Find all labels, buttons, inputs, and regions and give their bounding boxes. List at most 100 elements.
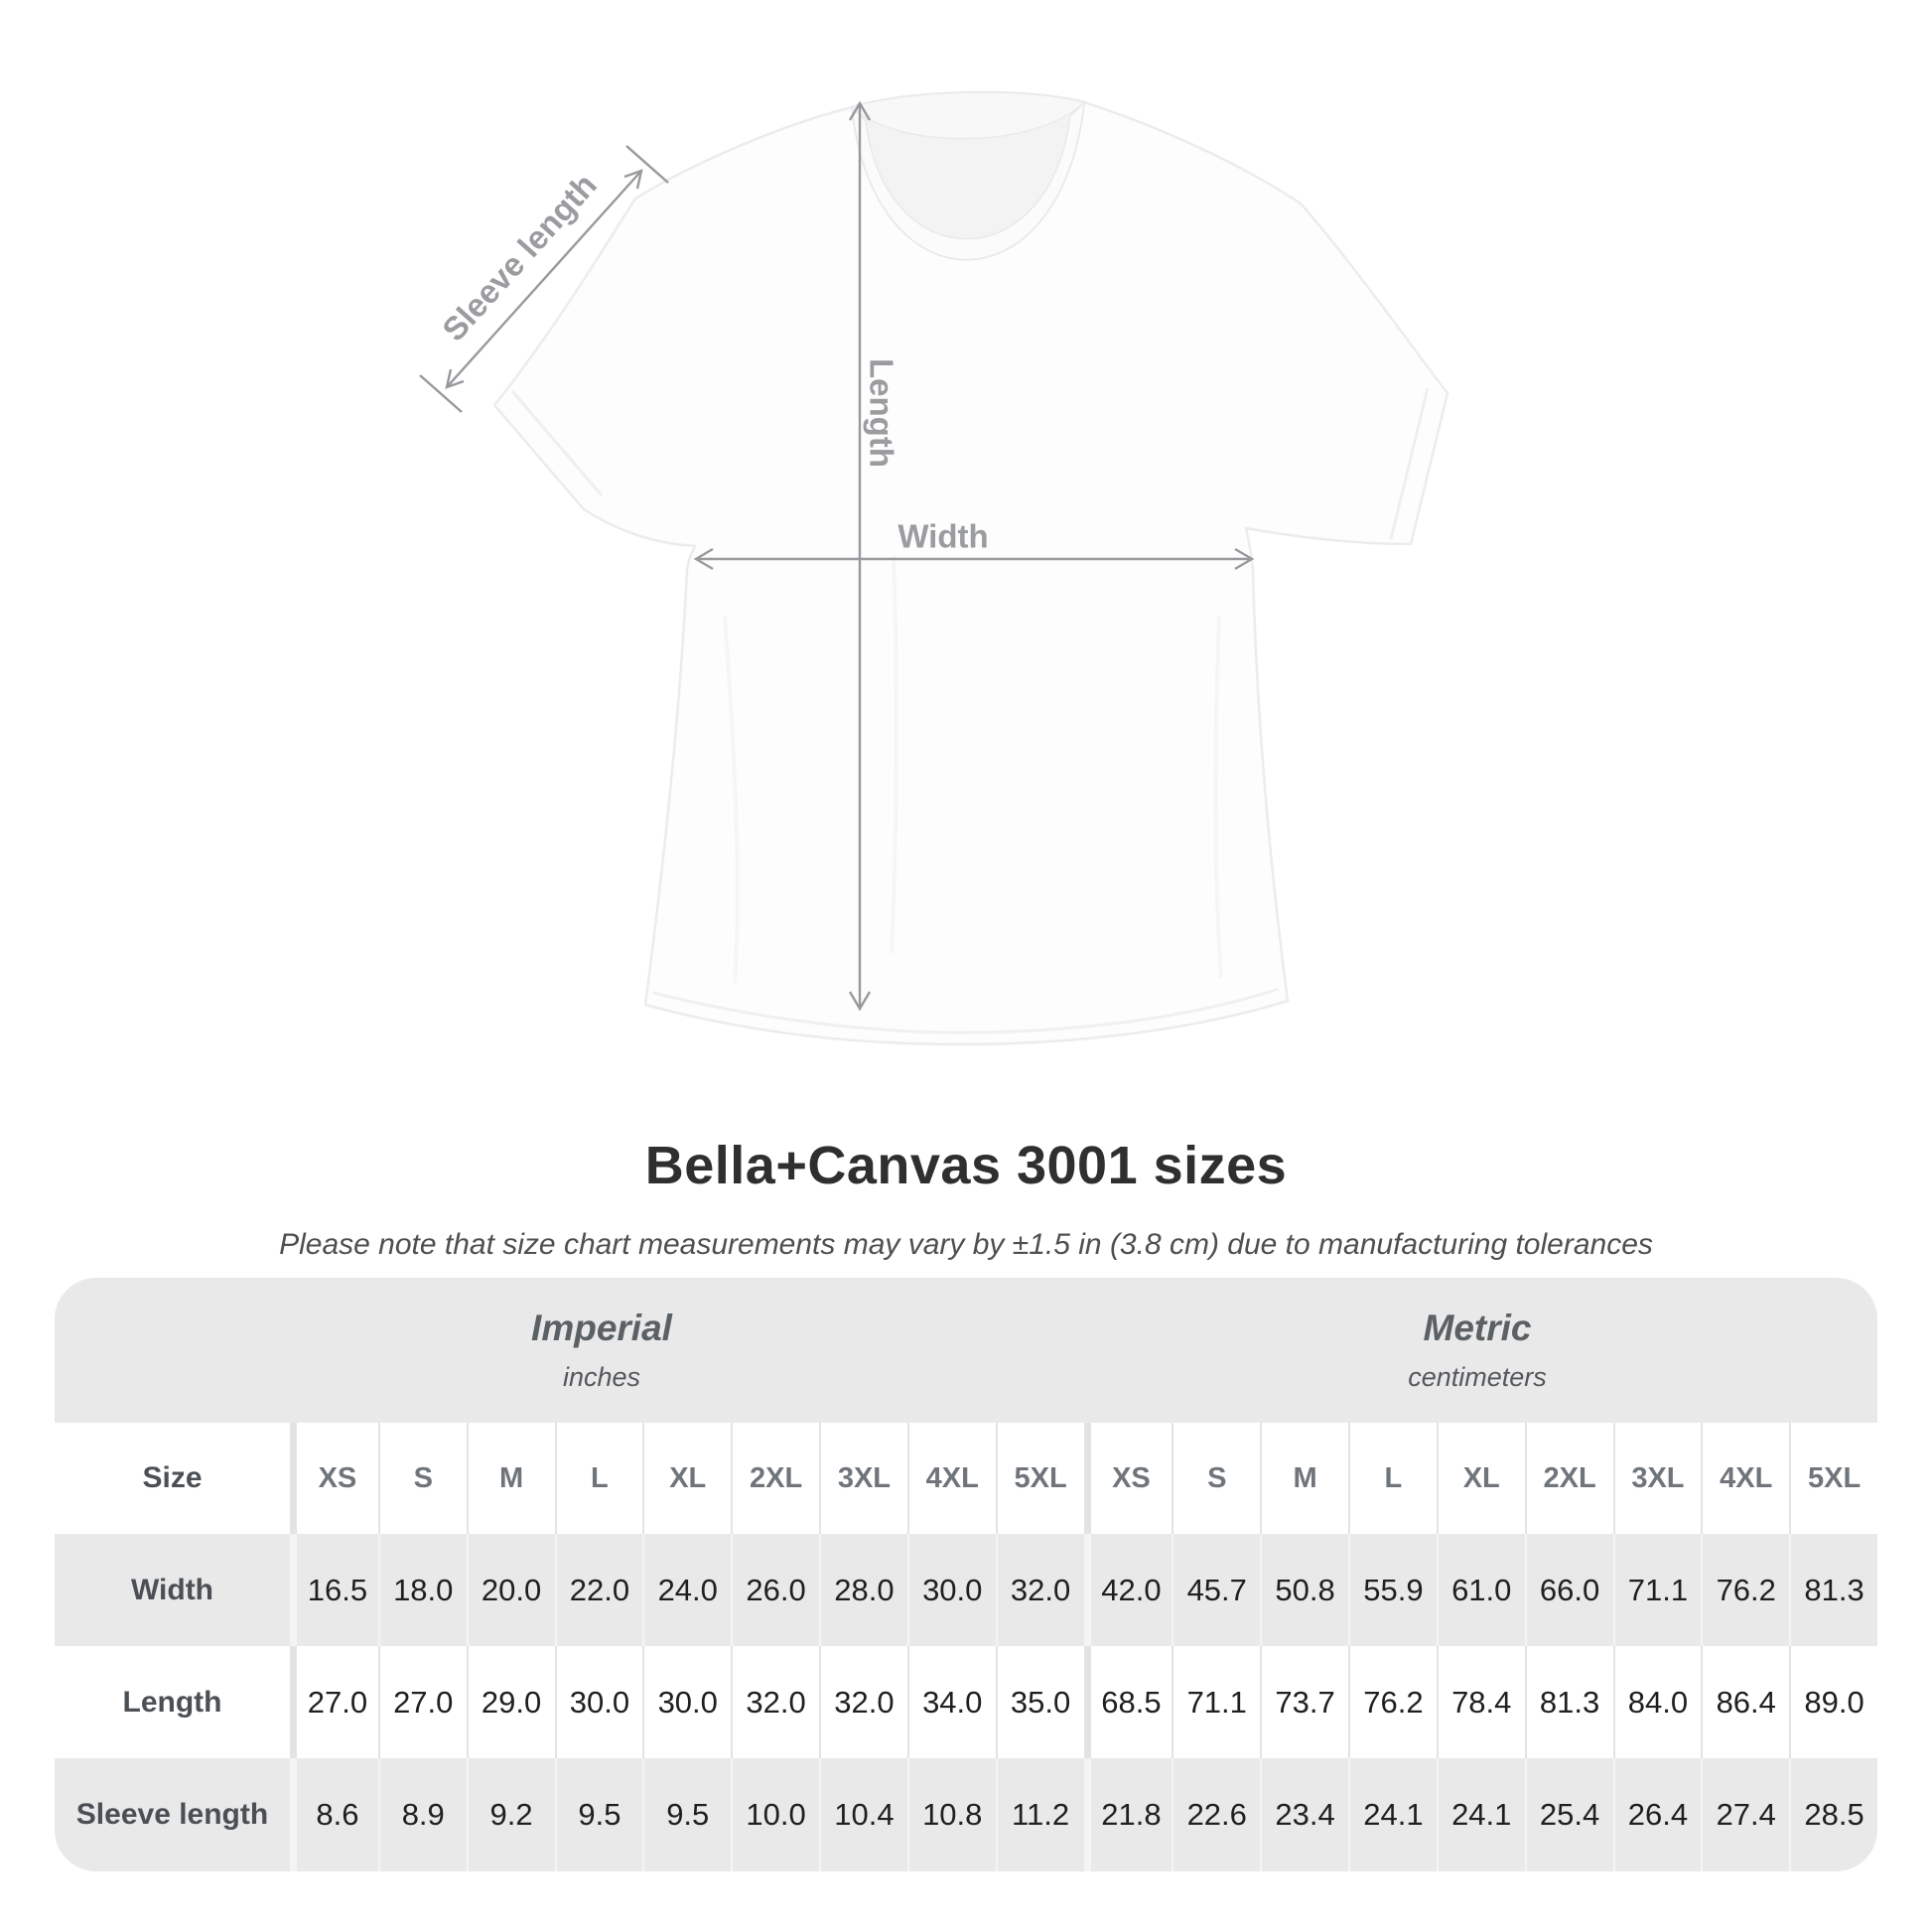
value-imperial: 10.4	[819, 1758, 907, 1871]
value-metric: 42.0	[1083, 1534, 1173, 1646]
value-imperial: 27.0	[290, 1646, 378, 1758]
left-cuff-fold	[510, 390, 604, 496]
value-metric: 89.0	[1789, 1646, 1877, 1758]
value-imperial: 27.0	[377, 1646, 467, 1758]
imperial-label: Imperial	[531, 1308, 672, 1348]
right-cuff-fold	[1389, 387, 1430, 540]
value-imperial: 22.0	[554, 1534, 643, 1646]
value-imperial: 10.0	[731, 1758, 819, 1871]
value-imperial: 32.0	[731, 1646, 819, 1758]
metric-label: Metric	[1423, 1308, 1532, 1348]
value-metric: 25.4	[1524, 1758, 1613, 1871]
value-imperial: 11.2	[995, 1758, 1084, 1871]
tshirt-illustration	[492, 90, 1449, 1046]
value-metric: 81.3	[1524, 1646, 1613, 1758]
value-imperial: 34.0	[906, 1646, 996, 1758]
size-col-imperial-s: S	[377, 1423, 467, 1534]
value-imperial: 8.9	[377, 1758, 467, 1871]
value-metric: 61.0	[1436, 1534, 1525, 1646]
unit-group-header: Imperial inches Metric centimeters	[55, 1278, 1877, 1423]
value-imperial: 30.0	[642, 1646, 731, 1758]
value-metric: 86.4	[1701, 1646, 1789, 1758]
row-label-sleeve-length: Sleeve length	[75, 1798, 269, 1831]
value-imperial: 18.0	[377, 1534, 467, 1646]
value-metric: 50.8	[1260, 1534, 1348, 1646]
size-col-metric-xl: XL	[1436, 1423, 1525, 1534]
size-header-label: Size	[142, 1461, 203, 1494]
value-metric: 76.2	[1701, 1534, 1789, 1646]
value-imperial: 16.5	[290, 1534, 378, 1646]
size-col-imperial-m: M	[466, 1423, 555, 1534]
length-label: Length	[864, 358, 900, 468]
sleeve-length-row: Sleeve length 8.6 8.9 9.2 9.5 9.5 10.0 10.4 10.…	[55, 1758, 1877, 1871]
value-metric: 24.1	[1348, 1758, 1437, 1871]
value-metric: 71.1	[1172, 1646, 1260, 1758]
size-table-card: Imperial inches Metric centimeters Size …	[55, 1278, 1877, 1871]
value-metric: 26.4	[1612, 1758, 1702, 1871]
size-col-imperial-5xl: 5XL	[995, 1423, 1084, 1534]
value-metric: 28.5	[1789, 1758, 1877, 1871]
value-imperial: 30.0	[554, 1646, 643, 1758]
value-imperial: 9.5	[554, 1758, 643, 1871]
width-arrow: Width	[693, 518, 1255, 571]
value-metric: 76.2	[1348, 1646, 1437, 1758]
size-col-imperial-xl: XL	[642, 1423, 731, 1534]
size-col-metric-4xl: 4XL	[1701, 1423, 1789, 1534]
imperial-sublabel: inches	[562, 1362, 641, 1392]
value-metric: 81.3	[1789, 1534, 1877, 1646]
size-col-metric-m: M	[1260, 1423, 1348, 1534]
fabric-wrinkle	[890, 555, 898, 954]
size-col-imperial-3xl: 3XL	[819, 1423, 907, 1534]
length-row: Length 27.0 27.0 29.0 30.0 30.0 32.0 32.0 34.0 3…	[55, 1646, 1877, 1758]
fabric-wrinkle	[1213, 615, 1223, 979]
size-col-metric-s: S	[1172, 1423, 1260, 1534]
size-col-metric-xs: XS	[1083, 1423, 1173, 1534]
value-imperial: 32.0	[995, 1534, 1084, 1646]
value-imperial: 24.0	[642, 1534, 731, 1646]
value-metric: 68.5	[1083, 1646, 1173, 1758]
length-arrow: Length	[848, 100, 900, 1012]
value-imperial: 20.0	[466, 1534, 555, 1646]
value-metric: 66.0	[1524, 1534, 1613, 1646]
size-col-imperial-l: L	[554, 1423, 643, 1534]
chart-note: Please note that size chart measurements…	[279, 1228, 1653, 1261]
unit-group-metric: Metric centimeters	[1077, 1278, 1877, 1423]
value-imperial: 28.0	[819, 1534, 907, 1646]
value-imperial: 9.5	[642, 1758, 731, 1871]
size-header-row: Size XS S M L XL 2XL 3XL 4XL 5XL XS S M L XL 2XL 3XL 4XL…	[55, 1423, 1877, 1534]
value-metric: 45.7	[1172, 1534, 1260, 1646]
value-imperial: 26.0	[731, 1534, 819, 1646]
tshirt-measurement-diagram: Length Width Sleeve length	[419, 90, 1449, 1046]
size-col-imperial-2xl: 2XL	[731, 1423, 819, 1534]
value-metric: 78.4	[1436, 1646, 1525, 1758]
metric-sublabel: centimeters	[1408, 1362, 1547, 1392]
value-metric: 22.6	[1172, 1758, 1260, 1871]
size-col-imperial-xs: XS	[290, 1423, 378, 1534]
value-imperial: 10.8	[906, 1758, 996, 1871]
size-col-metric-2xl: 2XL	[1524, 1423, 1613, 1534]
collar-ribbing	[851, 99, 1085, 261]
value-metric: 23.4	[1260, 1758, 1348, 1871]
value-metric: 24.1	[1436, 1758, 1525, 1871]
width-label: Width	[897, 518, 988, 555]
value-imperial: 32.0	[819, 1646, 907, 1758]
size-col-imperial-4xl: 4XL	[906, 1423, 996, 1534]
size-col-metric-3xl: 3XL	[1612, 1423, 1702, 1534]
value-metric: 73.7	[1260, 1646, 1348, 1758]
size-col-metric-5xl: 5XL	[1789, 1423, 1877, 1534]
value-imperial: 8.6	[290, 1758, 378, 1871]
value-imperial: 29.0	[466, 1646, 555, 1758]
value-metric: 55.9	[1348, 1534, 1437, 1646]
value-imperial: 9.2	[466, 1758, 555, 1871]
hem-stitch-line	[652, 987, 1280, 1035]
value-metric: 71.1	[1612, 1534, 1702, 1646]
value-imperial: 30.0	[906, 1534, 996, 1646]
fabric-wrinkle	[723, 615, 740, 984]
chart-title: Bella+Canvas 3001 sizes	[644, 1136, 1288, 1195]
value-metric: 21.8	[1083, 1758, 1173, 1871]
size-col-metric-l: L	[1348, 1423, 1437, 1534]
tshirt-body	[492, 90, 1449, 1046]
width-row: Width 16.5 18.0 20.0 22.0 24.0 26.0 28.0 30.0 32…	[55, 1534, 1877, 1646]
unit-group-imperial: Imperial inches	[55, 1278, 1077, 1423]
